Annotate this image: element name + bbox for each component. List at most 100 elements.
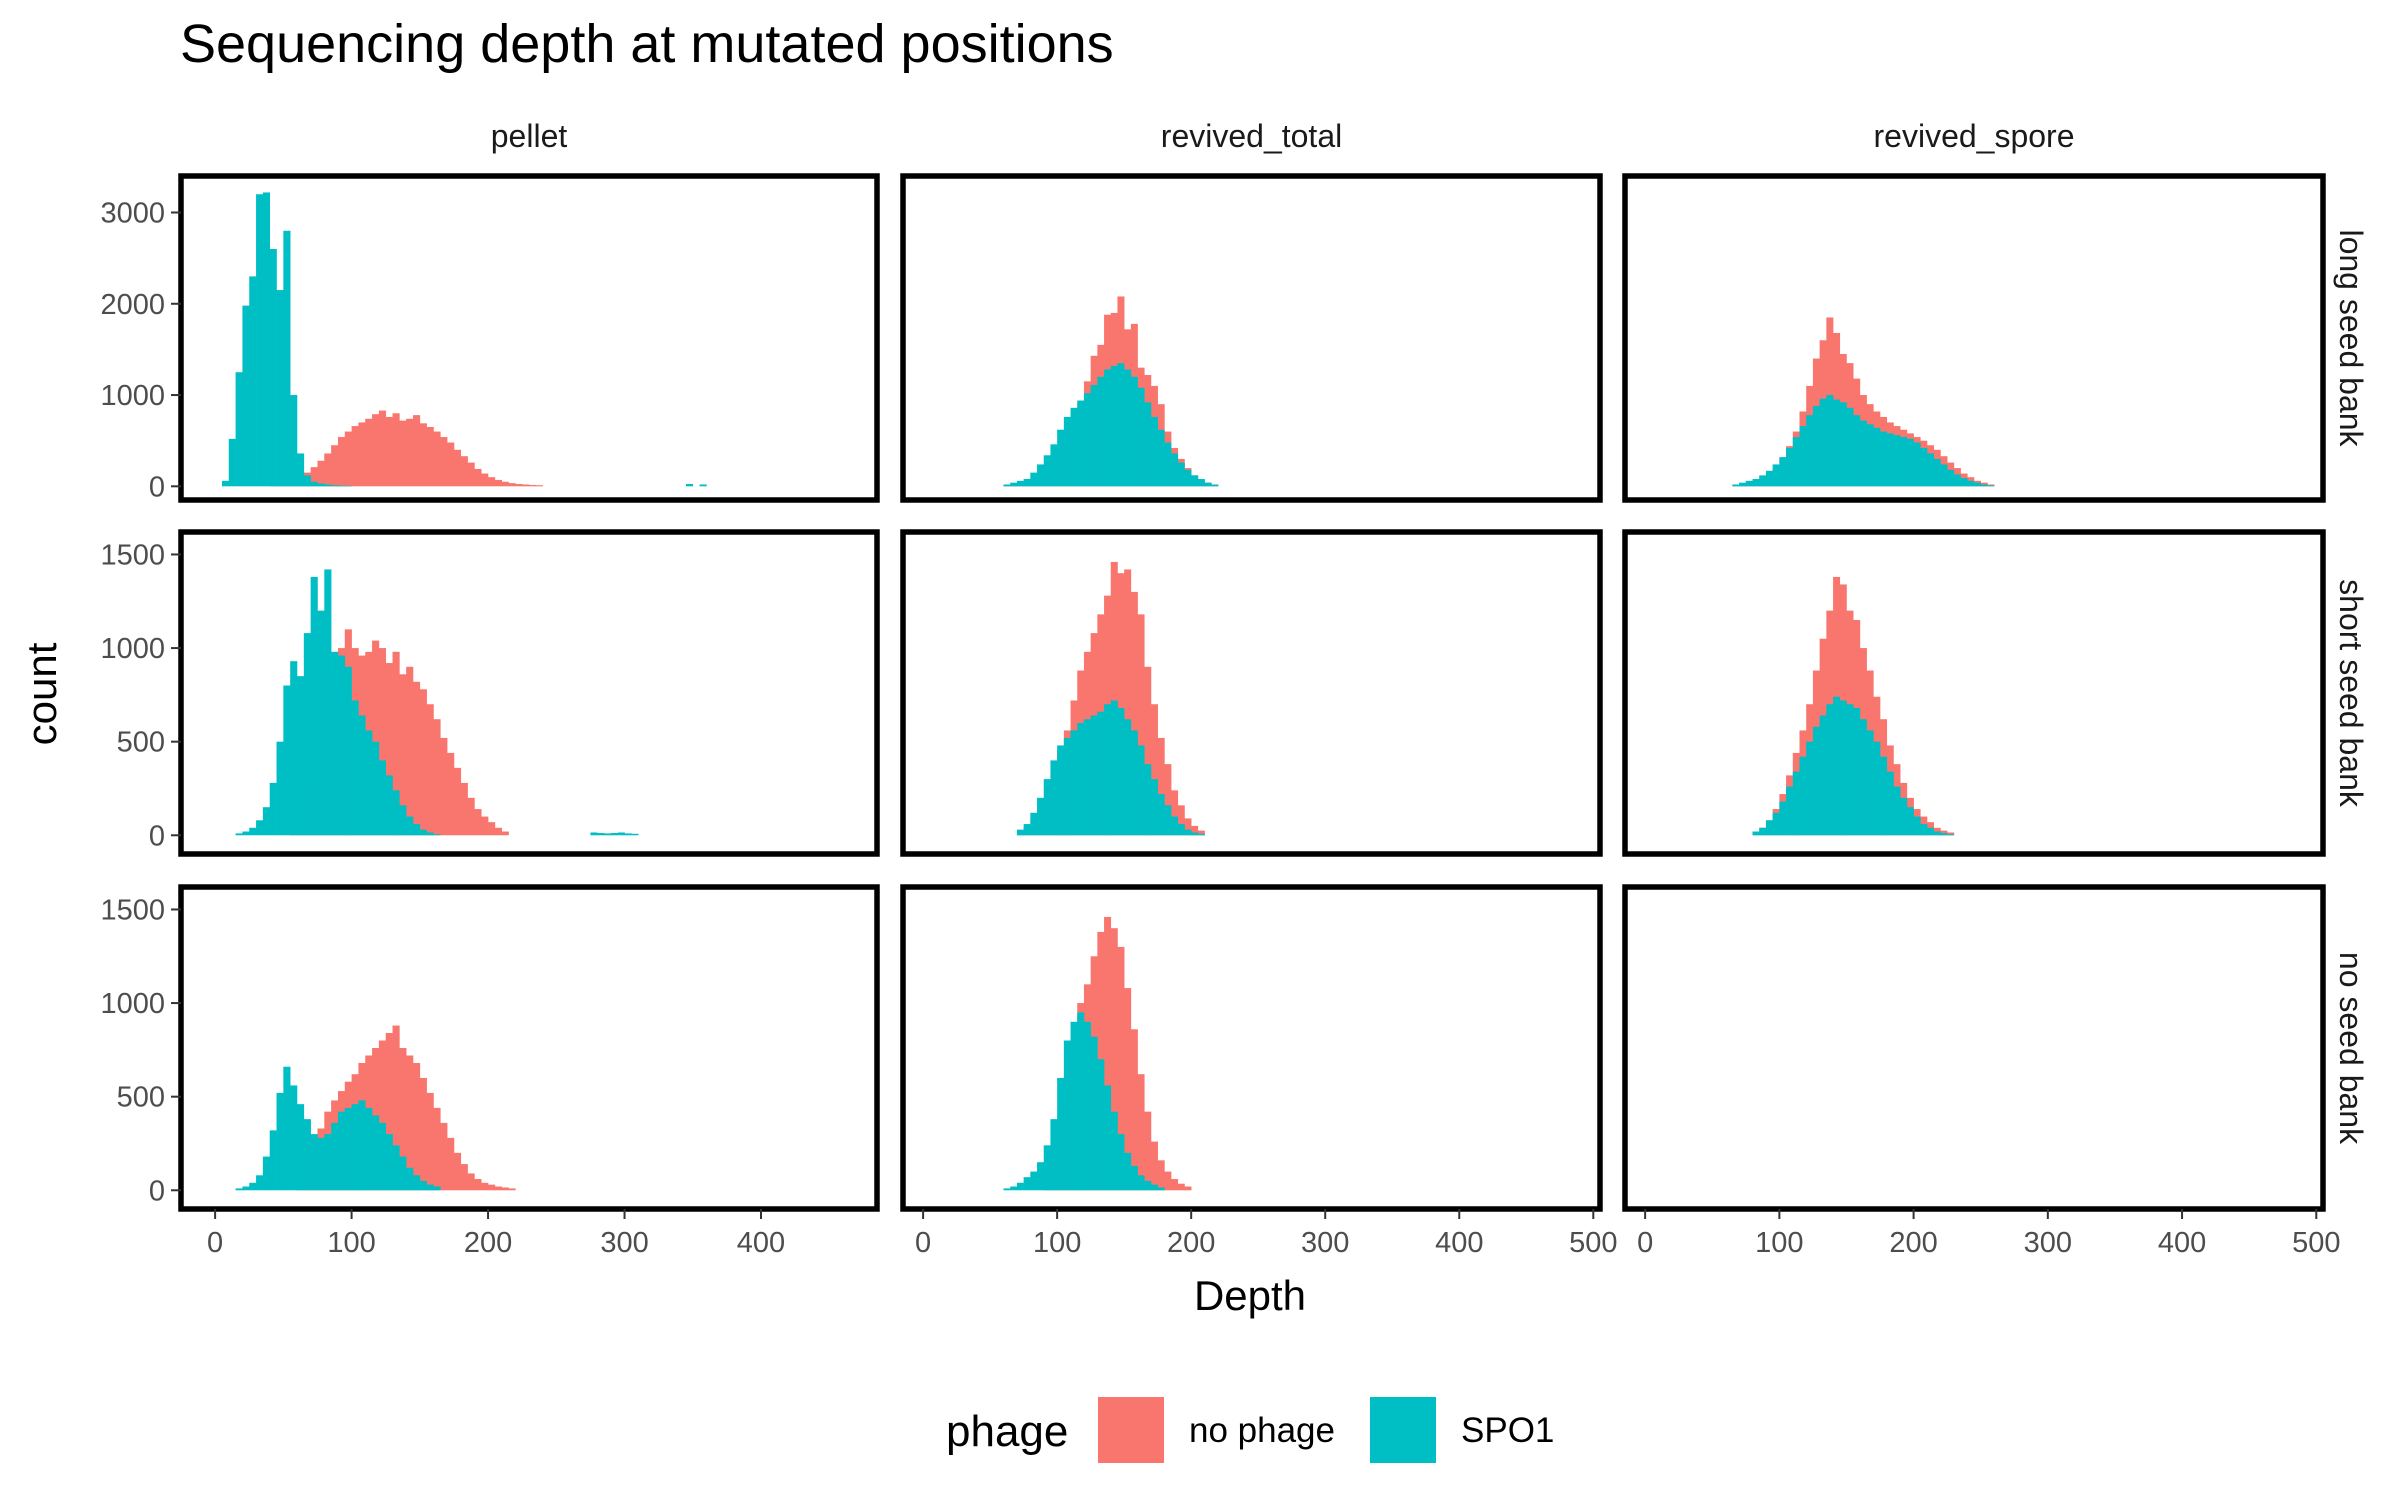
histogram-bar [1833, 399, 1841, 487]
histogram-bar [1124, 369, 1132, 487]
panel-border [1622, 173, 2326, 503]
histogram-bar [1144, 666, 1152, 836]
panel-short-seed-bank-revived-spore [1622, 529, 2326, 857]
histogram-bar [1759, 475, 1767, 487]
histogram-bar [324, 453, 332, 487]
histogram-bar [604, 833, 612, 836]
histogram-bar [1933, 831, 1941, 836]
histogram-bar [590, 832, 598, 836]
histogram-bar [426, 426, 434, 487]
histogram-bar [1124, 988, 1132, 1191]
histogram-bar [317, 1137, 325, 1191]
histogram-bar [392, 1025, 400, 1191]
histogram-bar [1819, 715, 1827, 836]
y-tick-label: 0 [149, 1175, 165, 1207]
histogram-bar [535, 485, 543, 487]
histogram-bar [1016, 829, 1024, 836]
histogram-bar [447, 1137, 455, 1191]
histogram-bar [1886, 433, 1894, 487]
histogram-bar [276, 741, 284, 836]
x-tick-label: 0 [207, 1227, 223, 1259]
histogram-bar [1104, 369, 1112, 487]
histogram-bar [501, 481, 509, 487]
histogram-bar [440, 1122, 448, 1191]
histogram-bar [269, 1130, 277, 1191]
histogram-bar [1880, 756, 1888, 836]
histogram-bar [1880, 431, 1888, 487]
histogram-bar [460, 782, 468, 836]
histogram-bar [426, 1092, 434, 1191]
histogram-bar [1130, 591, 1138, 836]
histogram-bar [1806, 741, 1814, 836]
histogram-bar [337, 437, 346, 487]
histogram-bar [419, 1077, 427, 1191]
y-tick-label: 0 [149, 471, 165, 503]
histogram-bar [440, 437, 448, 487]
histogram-bar [1184, 1186, 1192, 1191]
histogram-bar [331, 485, 339, 487]
histogram-bar [467, 1173, 475, 1191]
row-strip-label: short seed bank [2333, 579, 2369, 808]
histogram-bar [1826, 395, 1834, 487]
histogram-bar [617, 832, 625, 836]
histogram-bar [1124, 569, 1132, 836]
histogram-bar [474, 809, 482, 836]
histogram-bar [1117, 707, 1125, 836]
histogram-bar [1097, 711, 1105, 836]
histogram-bar [406, 418, 414, 487]
histogram-bar [1853, 415, 1861, 487]
histogram-bar [1150, 704, 1158, 836]
histogram-bar [433, 1186, 441, 1191]
histogram-bar [1164, 764, 1172, 836]
histogram-bar [1177, 462, 1185, 487]
histogram-bar [453, 767, 462, 836]
column-strip-label: revived_total [1161, 118, 1342, 154]
histogram-bar [529, 484, 537, 487]
histogram-bar [413, 1062, 421, 1191]
histogram-bar [303, 633, 311, 836]
histogram-bar [406, 1055, 414, 1191]
histogram-bar [1967, 480, 1975, 487]
histogram-bar [1037, 797, 1045, 836]
panel-border [178, 884, 880, 1212]
histogram-bar [262, 807, 270, 836]
histogram-bar [1927, 453, 1935, 487]
histogram-bar [1010, 482, 1018, 487]
histogram-bar [1150, 416, 1158, 487]
y-tick-label: 0 [149, 820, 165, 852]
histogram-bar [1117, 1134, 1125, 1191]
histogram-bar [1090, 1036, 1098, 1191]
histogram-bar [1906, 438, 1914, 487]
histogram-bar [283, 230, 291, 487]
histogram-bar [488, 822, 496, 836]
histogram-bar [1083, 719, 1091, 836]
y-tick-label: 500 [117, 727, 165, 759]
histogram-bar [283, 1066, 291, 1191]
histogram-bar [262, 1156, 270, 1191]
x-tick-label: 200 [464, 1227, 512, 1259]
histogram-bar [1057, 429, 1065, 487]
panel-short-seed-bank-revived-total [900, 529, 1603, 857]
column-strip-label: revived_spore [1874, 118, 2075, 154]
histogram-bar [1157, 429, 1165, 487]
histogram-bar [1150, 1184, 1158, 1191]
histogram-bar [344, 431, 352, 487]
histogram-bar [337, 485, 346, 487]
y-tick-label: 1500 [100, 539, 165, 571]
histogram-bar [1184, 469, 1192, 487]
histogram-bar [1070, 407, 1078, 487]
histogram-bar [1090, 715, 1098, 836]
histogram-bar [1812, 726, 1820, 836]
histogram-bar [1974, 482, 1982, 487]
series-spo1 [235, 569, 441, 836]
histogram-bar [494, 1186, 502, 1191]
histogram-bar [1913, 816, 1921, 836]
panel-short-seed-bank-pellet: 0 500 1000 1500 [100, 529, 880, 857]
legend-label-no-phage: no phage [1189, 1411, 1335, 1450]
y-tick-label: 1000 [100, 380, 165, 412]
legend-label-spo1: SPO1 [1461, 1411, 1554, 1450]
histogram-bar [1846, 407, 1854, 487]
histogram-bar [228, 438, 236, 487]
histogram-bar [1124, 719, 1132, 836]
histogram-bar [344, 1107, 352, 1191]
